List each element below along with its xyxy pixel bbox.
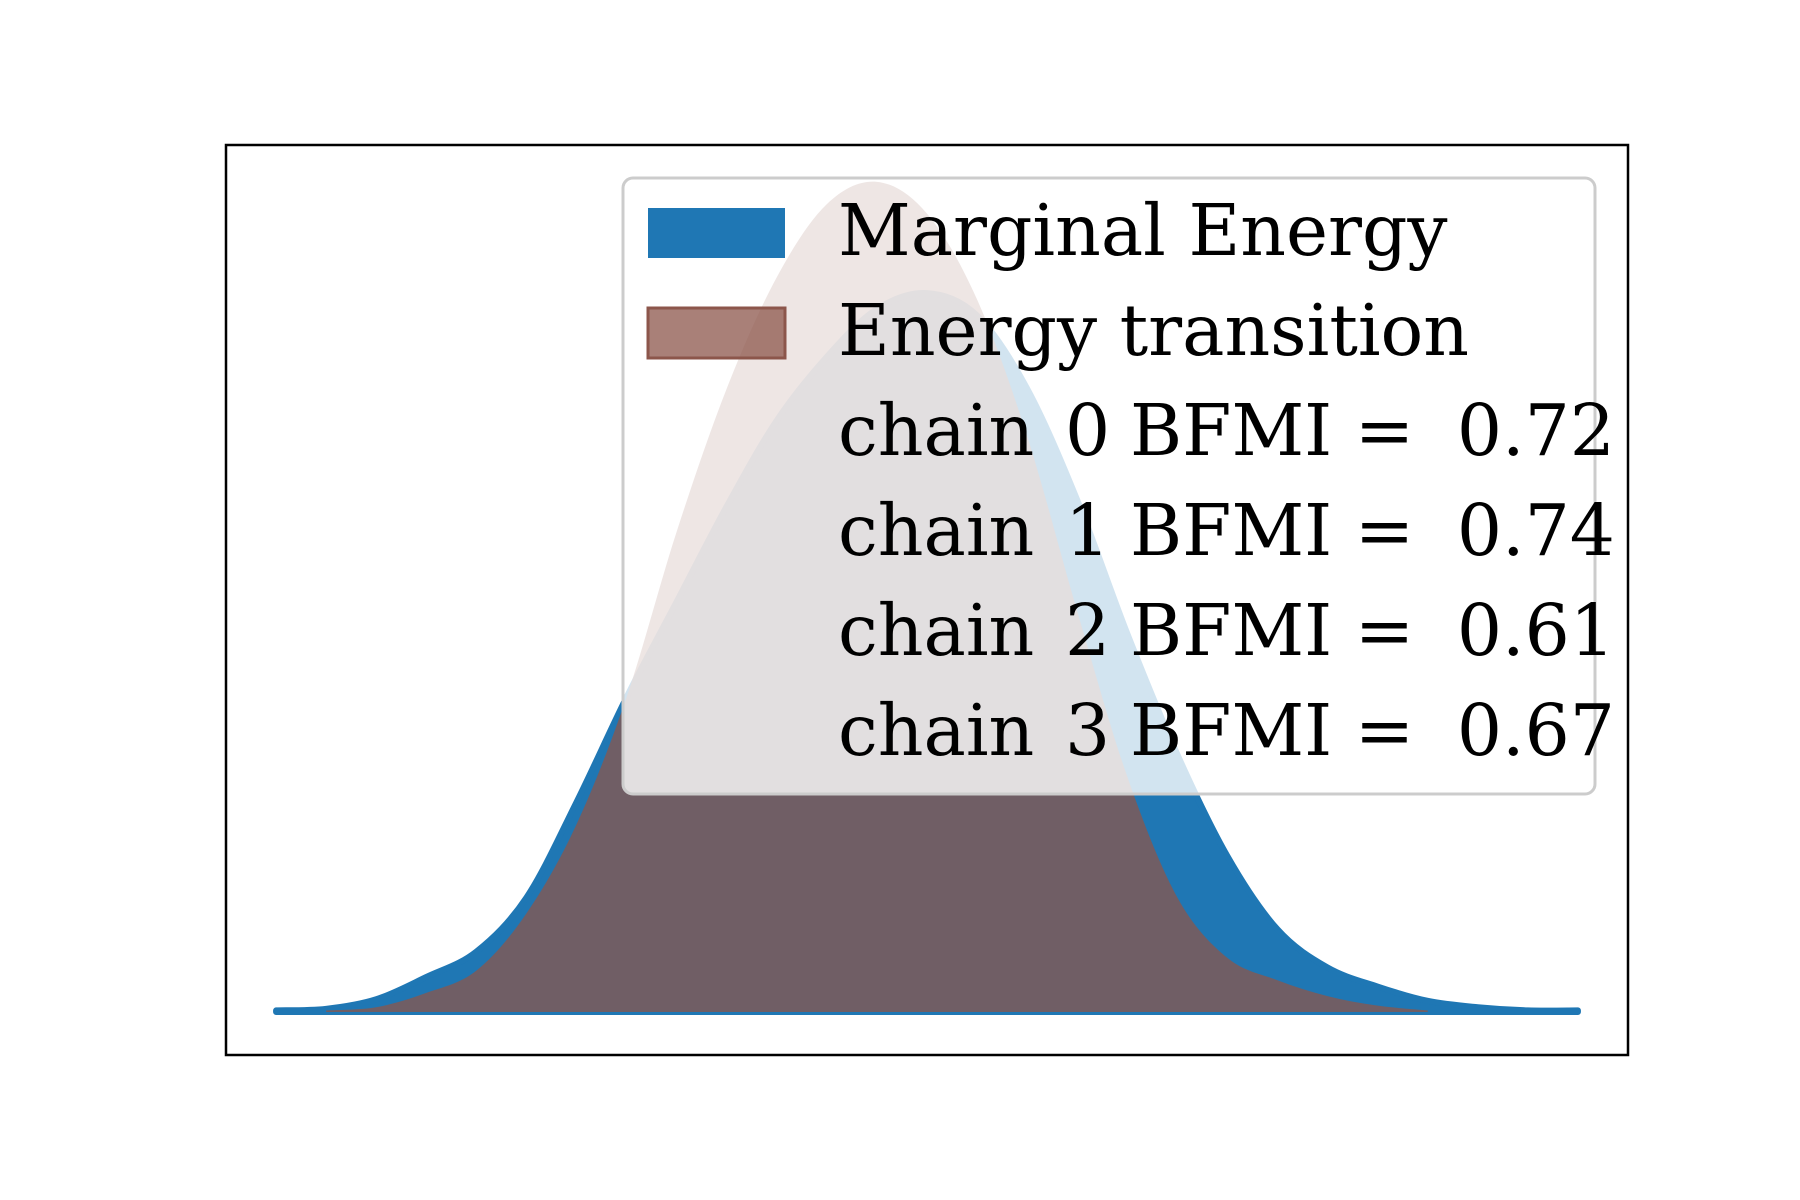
bfmi-label: BFMI = bbox=[1130, 489, 1414, 572]
bfmi-label: BFMI = bbox=[1130, 389, 1414, 472]
bfmi-chain-id: 2 bbox=[1065, 589, 1110, 672]
bfmi-value: 0.67 bbox=[1457, 689, 1615, 772]
bfmi-value: 0.72 bbox=[1457, 389, 1615, 472]
plot-frame bbox=[224, 143, 1630, 1057]
legend-swatch-energy-transition bbox=[646, 306, 787, 360]
bfmi-prefix: chain bbox=[838, 489, 1034, 572]
bfmi-value: 0.61 bbox=[1457, 589, 1615, 672]
bfmi-prefix: chain bbox=[838, 589, 1034, 672]
bfmi-label: BFMI = bbox=[1130, 689, 1414, 772]
bfmi-prefix: chain bbox=[838, 389, 1034, 472]
bfmi-prefix: chain bbox=[838, 689, 1034, 772]
legend-swatch-marginal-energy bbox=[648, 208, 785, 258]
legend-bfmi-chain-1: chain 1 BFMI = 0.74 bbox=[838, 489, 1615, 572]
bfmi-chain-id: 0 bbox=[1065, 389, 1110, 472]
bfmi-chain-id: 3 bbox=[1065, 689, 1110, 772]
legend-label-marginal-energy: Marginal Energy bbox=[838, 189, 1448, 272]
bfmi-value: 0.74 bbox=[1457, 489, 1615, 572]
legend-box bbox=[621, 176, 1597, 796]
legend-bfmi-chain-2: chain 2 BFMI = 0.61 bbox=[838, 589, 1615, 672]
bfmi-chain-id: 1 bbox=[1065, 489, 1110, 572]
legend-label-energy-transition: Energy transition bbox=[838, 289, 1469, 372]
legend-bfmi-chain-0: chain 0 BFMI = 0.72 bbox=[838, 389, 1615, 472]
legend: Marginal Energy Energy transition chain … bbox=[621, 176, 1615, 796]
bfmi-label: BFMI = bbox=[1130, 589, 1414, 672]
legend-bfmi-chain-3: chain 3 BFMI = 0.67 bbox=[838, 689, 1615, 772]
